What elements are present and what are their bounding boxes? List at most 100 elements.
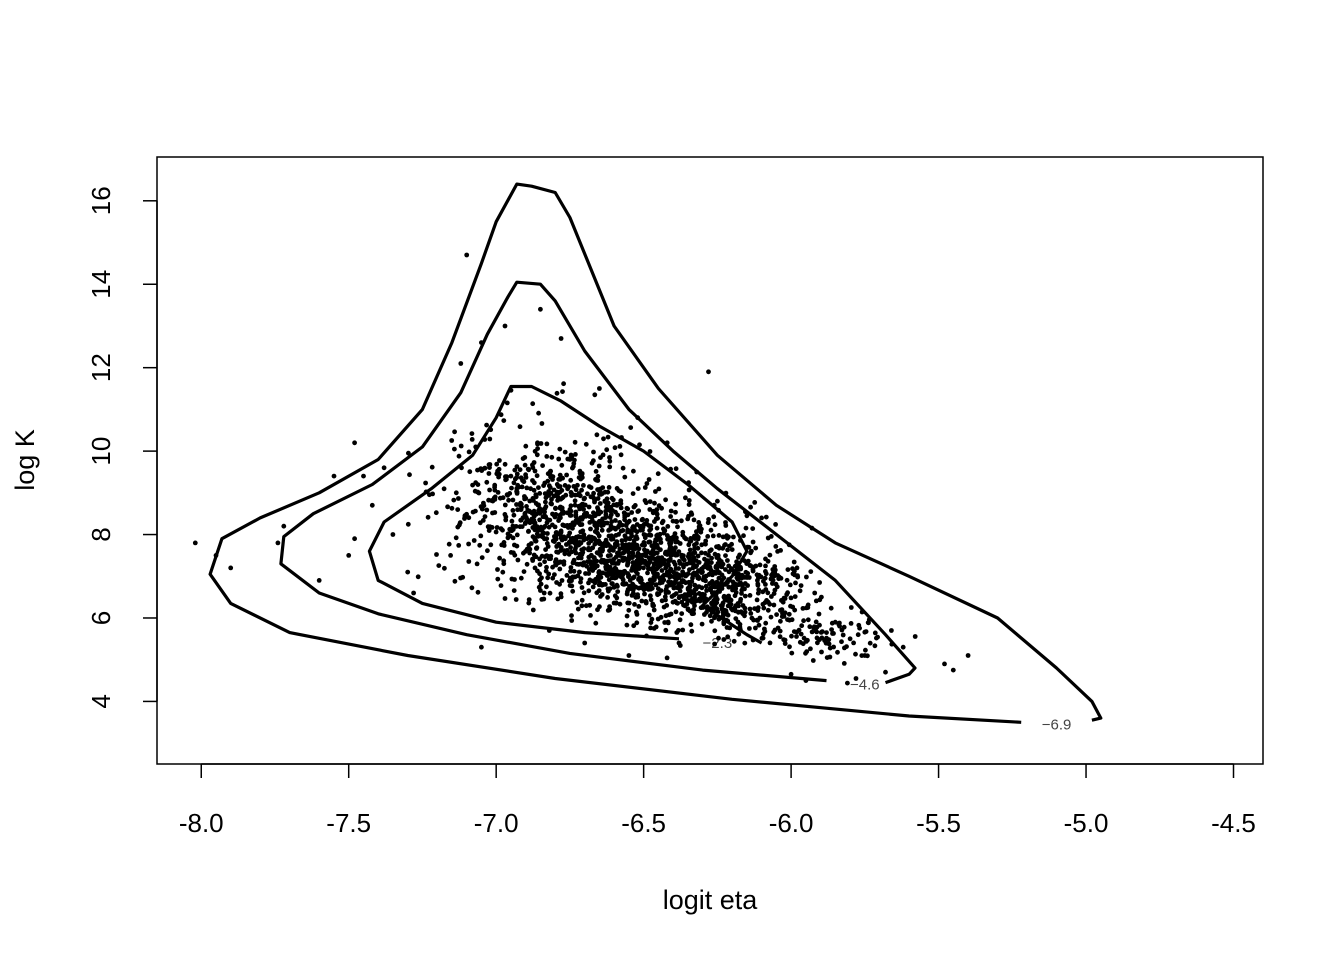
data-point — [706, 517, 711, 522]
data-point — [514, 471, 520, 477]
data-point — [509, 518, 515, 524]
data-point — [690, 565, 696, 571]
data-point — [510, 535, 516, 541]
data-point — [612, 445, 618, 451]
data-point — [634, 612, 640, 617]
data-point — [533, 538, 538, 544]
data-point — [687, 547, 693, 553]
data-point — [676, 628, 681, 633]
x-tick-label: -7.0 — [474, 808, 519, 838]
data-point — [720, 603, 725, 608]
data-point — [627, 536, 633, 542]
data-point — [502, 502, 508, 508]
data-point — [646, 477, 652, 482]
data-point — [750, 539, 756, 545]
data-point — [568, 477, 574, 483]
data-point — [745, 544, 750, 550]
data-point — [652, 519, 657, 524]
data-point — [533, 492, 539, 498]
data-point — [622, 568, 628, 574]
data-point — [519, 484, 525, 490]
data-point — [361, 473, 366, 479]
data-point — [552, 572, 557, 577]
data-point — [792, 594, 798, 599]
data-point — [720, 545, 726, 551]
data-point — [661, 557, 667, 563]
data-point — [673, 509, 678, 515]
data-point — [560, 509, 566, 514]
data-point — [759, 635, 765, 641]
y-axis-title: log K — [10, 429, 40, 491]
data-point — [462, 516, 467, 521]
data-point — [446, 541, 452, 547]
data-point — [452, 578, 458, 584]
y-tick-label: 8 — [86, 527, 116, 541]
data-point — [748, 611, 754, 616]
data-point — [674, 600, 680, 606]
data-point — [610, 572, 616, 578]
data-point — [636, 604, 642, 609]
data-point — [490, 510, 495, 516]
data-point — [504, 474, 510, 480]
data-point — [557, 472, 563, 478]
data-point — [665, 561, 671, 567]
data-point — [550, 474, 556, 479]
data-point — [466, 515, 472, 521]
data-point — [549, 497, 554, 502]
x-tick-label: -5.0 — [1064, 808, 1109, 838]
data-point — [607, 455, 612, 460]
data-point — [610, 536, 616, 542]
data-point — [554, 543, 560, 549]
data-point — [502, 512, 508, 517]
data-point — [497, 458, 502, 463]
data-point — [578, 576, 584, 582]
data-point — [504, 400, 510, 406]
data-point — [550, 538, 556, 544]
data-point — [595, 530, 600, 536]
data-point — [192, 540, 198, 546]
data-point — [605, 595, 610, 600]
plot-box — [156, 156, 1264, 765]
data-point — [780, 599, 786, 605]
data-point — [486, 471, 492, 476]
data-point — [768, 614, 774, 620]
data-point — [708, 527, 714, 533]
data-point — [804, 649, 810, 654]
data-point — [839, 639, 844, 645]
data-point — [502, 323, 508, 329]
data-point — [630, 491, 636, 496]
data-point — [733, 590, 739, 595]
data-point — [751, 617, 756, 623]
data-point — [558, 336, 564, 341]
data-point — [473, 508, 478, 514]
data-point — [737, 552, 742, 558]
data-point — [664, 584, 670, 589]
data-point — [592, 541, 598, 547]
data-point — [544, 564, 549, 570]
data-point — [545, 471, 551, 477]
data-point — [674, 576, 679, 582]
data-point — [644, 633, 649, 639]
data-point — [721, 619, 727, 625]
data-point — [406, 450, 411, 456]
data-point — [612, 544, 618, 550]
data-point — [575, 482, 580, 488]
data-point — [823, 640, 829, 646]
data-point — [479, 340, 484, 345]
data-point — [524, 516, 530, 522]
data-point — [582, 640, 588, 646]
data-point — [667, 540, 672, 546]
data-point — [736, 603, 741, 609]
data-point — [550, 575, 556, 581]
data-point — [651, 603, 656, 609]
data-point — [594, 563, 600, 569]
data-point — [423, 480, 428, 486]
data-point — [771, 591, 777, 596]
data-point — [575, 518, 581, 523]
data-point — [640, 516, 645, 522]
data-point — [634, 522, 640, 527]
data-point — [523, 496, 529, 501]
data-point — [538, 588, 543, 593]
data-point — [568, 565, 574, 570]
data-point — [228, 565, 234, 571]
